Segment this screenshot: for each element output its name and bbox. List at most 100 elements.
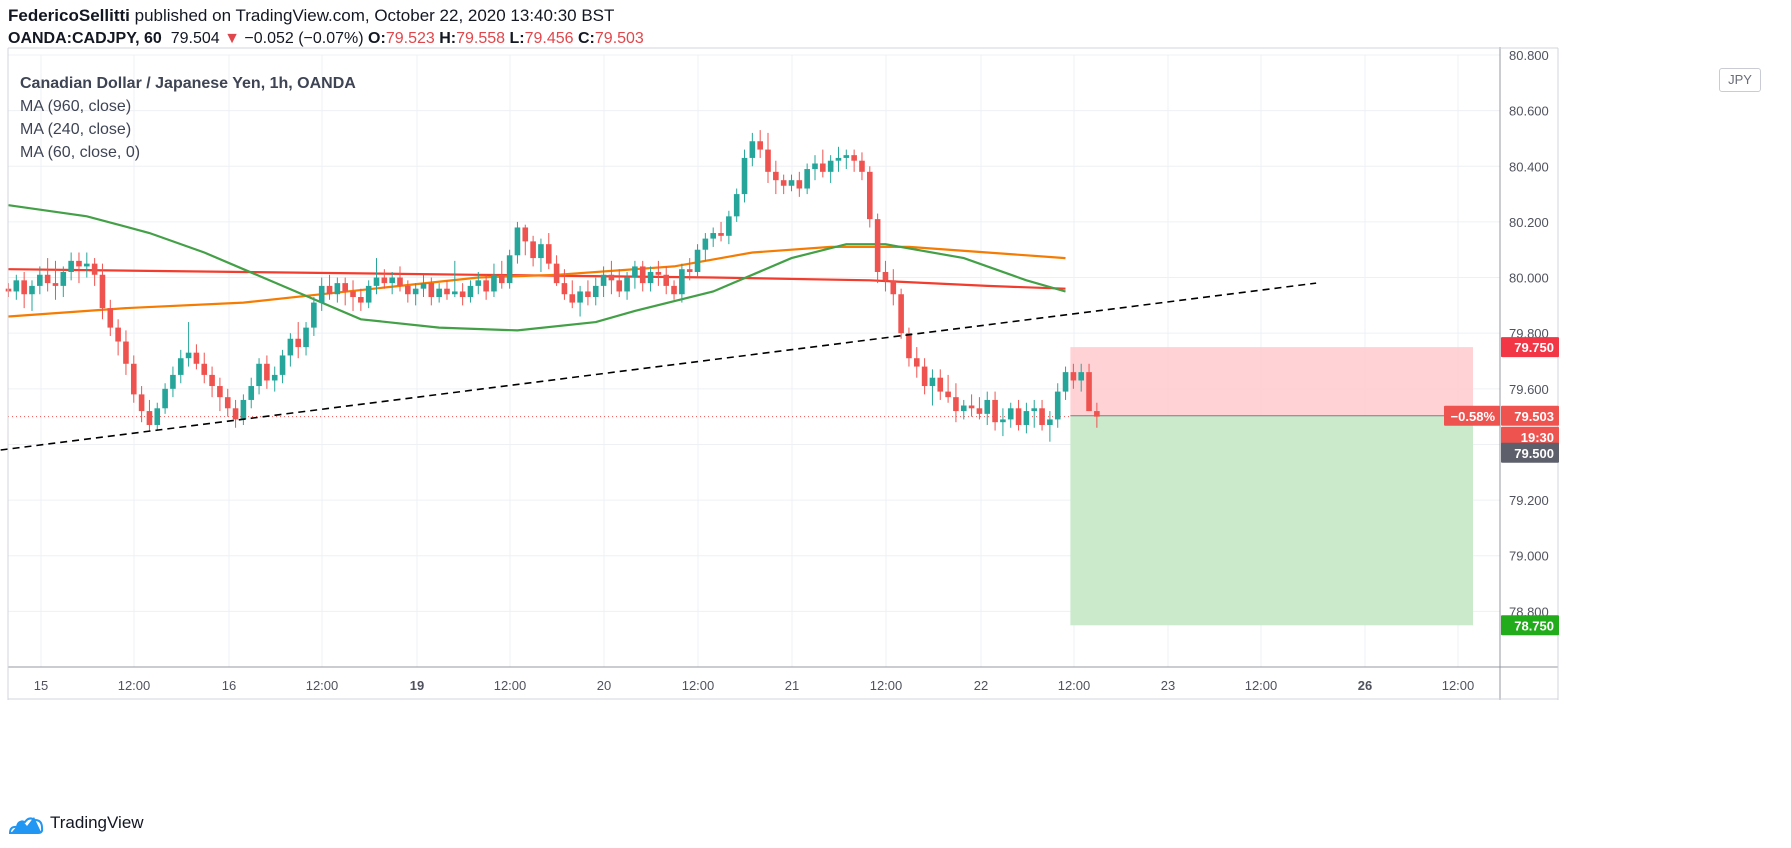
candle [1000,408,1006,437]
x-tick-label: 20 [597,678,611,693]
candle-body [702,238,709,250]
target-price-label: 78.750 [1501,615,1559,636]
legend-ma60[interactable]: MA (60, close, 0) [20,144,141,161]
candle [663,266,670,295]
candle [906,327,912,367]
candle [1039,399,1045,431]
candle-body [76,260,82,267]
axes: 80.80080.60080.40080.20080.00079.80079.6… [7,47,1559,700]
candle-body [694,249,701,272]
candle [60,266,67,298]
crosshair-price-label-bg [1501,442,1559,463]
candle [21,271,27,309]
currency-button[interactable]: JPY [1719,68,1761,92]
candle-body [185,352,192,359]
candle-body [146,411,153,425]
candle [303,322,309,356]
candle-body [491,274,497,292]
x-tick-label: 12:00 [118,678,151,693]
candle-body [170,374,176,389]
candle [749,132,756,167]
candle-body [749,141,756,158]
candle-body [271,374,278,381]
candle-body [960,405,967,412]
candle-body [733,194,740,217]
author-name[interactable]: FedericoSellitti [8,6,130,25]
tradingview-logo[interactable]: TradingView [8,812,144,834]
candle-body [859,160,865,172]
candle-body [671,285,677,295]
candle [569,280,576,309]
y-tick-label: 80.000 [1509,271,1549,286]
ma-line-60 [8,204,1066,332]
candle [107,299,114,336]
candle-body [898,294,904,334]
candle-body [984,399,991,414]
candle [874,213,881,284]
candle [686,258,693,281]
candle [639,260,646,292]
candle-body [311,302,317,328]
candle [1015,399,1022,431]
candle-body [553,263,560,284]
candle-body [420,283,427,289]
y-tick-label: 80.200 [1509,215,1549,230]
candle [491,263,497,298]
legend-ma240[interactable]: MA (240, close) [20,121,132,138]
candle-body [318,285,325,303]
candle [52,260,59,300]
candle [44,258,51,292]
candle [538,238,544,272]
stop-price-label-bg [1501,337,1559,358]
stop-price-label: 79.750 [1501,337,1559,358]
candle-body [780,180,787,186]
position-zones [8,347,1473,626]
ma-line-960 [8,268,1066,290]
candle [890,269,897,306]
candle-body [773,171,779,181]
candle-body [52,283,59,286]
candle-body [522,227,529,242]
candle-body [874,219,881,272]
x-tick-label: 16 [222,678,236,693]
x-tick-label: 12:00 [306,678,339,693]
x-tick-label: 15 [34,678,48,693]
candle-body [217,386,223,398]
candle [882,260,889,292]
candle [130,355,137,403]
candle-body [561,283,568,295]
candle-body [1078,372,1085,381]
candle-body [365,285,372,303]
candle-body [358,297,364,303]
candle [726,210,732,245]
candle [459,283,466,306]
candle [162,383,168,414]
candle-body [240,399,247,420]
close-value: 79.503 [594,30,644,47]
candle-body [91,263,98,275]
candle [444,280,450,300]
candle [718,221,724,242]
legend-ma960[interactable]: MA (960, close) [20,98,132,115]
candle [679,263,685,303]
candle-body [209,374,215,387]
candle-body [224,397,231,409]
candle-body [812,163,818,170]
chart-legend: Canadian Dollar / Japanese Yen, 1h, OAND… [20,72,356,164]
candle-body [452,291,458,295]
candle-body [1047,419,1053,425]
candle [405,280,411,303]
candle-body [945,391,951,398]
candle [381,269,388,289]
candle [1078,363,1085,392]
candle [757,130,763,158]
candle-body [686,269,693,272]
candle-body [68,260,74,272]
candle [475,271,482,295]
y-tick-label: 80.600 [1509,104,1549,119]
candle-body [804,169,810,189]
candle-body [264,363,270,381]
candle-body [710,233,716,239]
candle [827,155,834,183]
